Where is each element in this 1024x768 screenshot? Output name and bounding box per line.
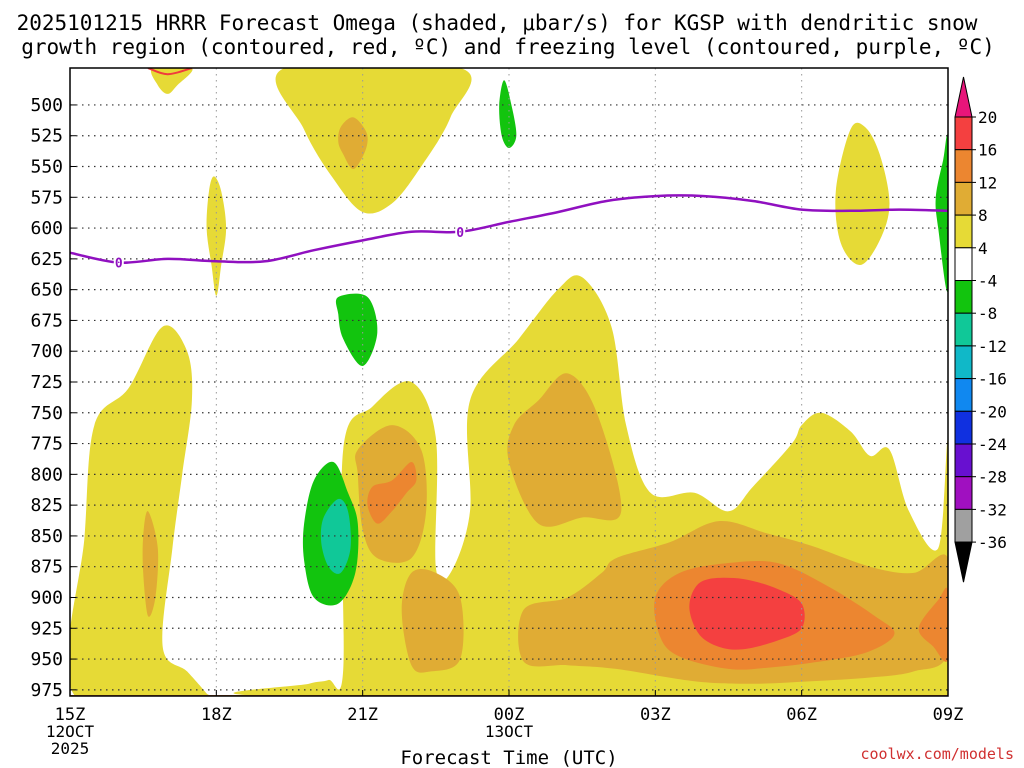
colorbar-legend: 20 16 12 8 4 -4 -8 -12 -16 -20 -24 -28 -32 -36 <box>954 76 1007 583</box>
omega-region-lower-yellow-left <box>70 325 216 696</box>
y-tick-label-775: 775 <box>30 434 63 455</box>
colorbar-band-4 <box>954 247 973 282</box>
colorbar-band-3 <box>954 214 973 249</box>
title-line-1: 2025101215 HRRR Forecast Omega (shaded, … <box>17 11 978 35</box>
colorbar-band-1 <box>954 149 973 183</box>
dendritic-growth-contour <box>147 68 193 76</box>
colorbar-band-10 <box>954 443 973 478</box>
omega-region-band-max <box>689 577 805 650</box>
y-tick-label-500: 500 <box>30 95 63 116</box>
omega-region-core-00z <box>507 373 622 527</box>
freezing-level-label-0: 0 <box>115 257 123 272</box>
colorbar-label--24: -24 <box>978 435 1007 454</box>
omega-region-teal-blob <box>320 498 351 574</box>
colorbar-label-8: 8 <box>978 206 988 225</box>
omega-shaded-regions <box>70 68 948 696</box>
y-tick-label-550: 550 <box>30 157 63 178</box>
freezing-label-bg-1 <box>455 225 466 238</box>
freezing-label-bg-0 <box>113 256 124 269</box>
y-tick-label-750: 750 <box>30 403 63 424</box>
y-tick-label-700: 700 <box>30 341 63 362</box>
chart-title: 2025101215 HRRR Forecast Omega (shaded, … <box>17 11 995 59</box>
colorbar-label-16: 16 <box>978 141 997 160</box>
colorbar-label--4: -4 <box>978 272 997 291</box>
y-tick-label-725: 725 <box>30 372 63 393</box>
colorbar-label-20: 20 <box>978 108 997 127</box>
colorbar-label-4: 4 <box>978 239 988 258</box>
y-tick-label-850: 850 <box>30 526 63 547</box>
colorbar-label--20: -20 <box>978 402 1007 421</box>
y-tick-label-900: 900 <box>30 587 63 608</box>
watermark: coolwx.com/models <box>860 745 1014 763</box>
y-tick-label-875: 875 <box>30 557 63 578</box>
x-tick-label-18Z: 18Z <box>201 705 232 725</box>
omega-region-right-edge-orange <box>918 587 948 662</box>
contour-lines: 00 <box>70 68 948 272</box>
y-tick-label-975: 975 <box>30 680 63 701</box>
omega-region-core-left-small <box>142 511 159 617</box>
colorbar-label--28: -28 <box>978 468 1007 487</box>
x-tick-label-21Z: 21Z <box>347 705 378 725</box>
colorbar-band-6 <box>954 312 973 347</box>
colorbar-label--12: -12 <box>978 337 1007 356</box>
title-line-2: growth region (contoured, red, ºC) and f… <box>21 35 995 59</box>
x-tick-label-06Z: 06Z <box>786 705 817 725</box>
pressure-axis: 500 525 550 575 600 625 650 675 700 725 750 775 800 8… <box>30 95 76 701</box>
x-tick-label-09Z: 09Z <box>933 705 964 725</box>
omega-region-green-680 <box>335 293 378 367</box>
date-label-1-0: 13OCT <box>485 722 534 741</box>
colorbar-band-5 <box>954 280 973 314</box>
colorbar-band-11 <box>954 476 973 510</box>
x-tick-label-15Z: 15Z <box>55 705 86 725</box>
date-label-0-1: 2025 <box>51 739 90 758</box>
omega-region-upper-center-core <box>338 117 368 170</box>
colorbar-label--36: -36 <box>978 533 1007 552</box>
y-tick-label-825: 825 <box>30 495 63 516</box>
y-tick-label-650: 650 <box>30 280 63 301</box>
y-tick-label-950: 950 <box>30 649 63 670</box>
y-tick-label-575: 575 <box>30 187 63 208</box>
colorbar-band-0 <box>954 116 973 151</box>
colorbar-label--8: -8 <box>978 304 997 323</box>
omega-region-right-edge-green <box>935 134 948 292</box>
grid-lines <box>70 68 948 696</box>
colorbar-band-2 <box>954 181 973 216</box>
colorbar-label--32: -32 <box>978 500 1007 519</box>
colorbar-label-12: 12 <box>978 173 997 192</box>
colorbar-band-8 <box>954 378 973 412</box>
y-tick-label-925: 925 <box>30 618 63 639</box>
colorbar-band-12 <box>954 508 973 543</box>
freezing-level-label-1: 0 <box>456 226 464 241</box>
y-tick-label-800: 800 <box>30 464 63 485</box>
date-label-0-0: 12OCT <box>46 722 95 741</box>
x-tick-label-03Z: 03Z <box>640 705 671 725</box>
omega-region-core-left-lower <box>401 568 464 673</box>
colorbar-band-9 <box>954 410 973 445</box>
colorbar-bottom-arrow <box>954 541 973 583</box>
colorbar-label--16: -16 <box>978 370 1007 389</box>
x-axis-label: Forecast Time (UTC) <box>400 747 617 768</box>
x-tick-label-00Z: 00Z <box>494 705 525 725</box>
omega-region-core-21z-inner <box>367 462 417 524</box>
omega-region-green-500 <box>499 80 517 148</box>
y-tick-label-675: 675 <box>30 310 63 331</box>
colorbar-top-arrow <box>954 76 973 118</box>
colorbar-band-7 <box>954 345 973 380</box>
y-tick-label-625: 625 <box>30 249 63 270</box>
y-tick-label-600: 600 <box>30 218 63 239</box>
omega-region-right-upper-yellow <box>835 122 890 266</box>
omega-region-upper-center-plume <box>275 68 472 214</box>
y-tick-label-525: 525 <box>30 126 63 147</box>
omega-region-upper-left-small <box>150 68 193 94</box>
freezing-level-line <box>70 194 948 264</box>
